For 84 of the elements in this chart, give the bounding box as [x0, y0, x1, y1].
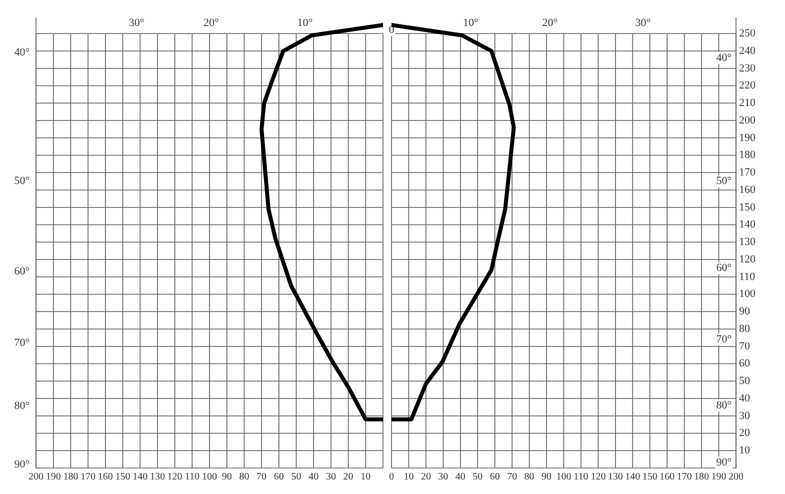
y-tick-label: 220 [739, 80, 756, 92]
x-tick-label: 180 [694, 472, 710, 483]
annotation: 40° [716, 52, 732, 64]
x-tick-label: 10 [360, 472, 371, 483]
x-tick-label: 120 [167, 472, 182, 483]
annotation: 10° [297, 17, 313, 30]
text: 40° [14, 46, 30, 59]
x-tick-label: 140 [132, 472, 148, 483]
x-tick-label: 150 [642, 472, 658, 483]
x-tick-label: 80 [239, 472, 250, 483]
x-tick-label: 50 [291, 472, 302, 483]
x-tick-label: 160 [98, 472, 113, 483]
annotation: 30° [128, 17, 144, 30]
y-tick-label: 110 [739, 270, 756, 283]
x-tick-label: 170 [80, 472, 96, 483]
y-tick-label: 250 [739, 28, 756, 40]
y-tick-label: 210 [739, 97, 756, 110]
text: 60° [14, 266, 30, 278]
annotation: 10° [463, 17, 478, 30]
y-tick-label: 100 [739, 288, 756, 300]
y-tick-label: 190 [739, 132, 756, 144]
x-tick-label: 0 [389, 472, 394, 483]
annotation: 90° [716, 456, 732, 469]
x-tick-label: 30 [326, 472, 336, 483]
x-tick-label: 180 [63, 472, 78, 483]
y-tick-label: 70 [739, 340, 750, 352]
x-tick-label: 100 [202, 472, 217, 483]
y-tick-label: 140 [739, 218, 756, 231]
y-tick-label: 40 [739, 392, 750, 404]
x-tick-label: 190 [46, 472, 61, 483]
annotation: 80° [716, 399, 732, 412]
y-tick-label: 90 [739, 306, 750, 318]
annotation: 20° [542, 17, 558, 30]
x-tick-label: 50 [472, 472, 483, 483]
x-tick-label: 30 [438, 472, 448, 483]
x-tick-label: 40 [308, 472, 319, 483]
annotation: 60° [716, 262, 732, 274]
annotation: 50° [716, 175, 732, 188]
x-tick-label: 100 [556, 472, 572, 483]
annotation: 20° [204, 17, 219, 30]
x-tick-label: 130 [150, 472, 165, 483]
x-tick-label: 20 [420, 472, 431, 483]
x-tick-label: 130 [608, 472, 623, 483]
y-tick-label: 80 [739, 322, 750, 335]
y-tick-label: 20 [739, 427, 750, 440]
x-tick-label: 20 [343, 472, 354, 483]
annotation: 70° [716, 333, 732, 346]
text: 80° [14, 400, 30, 412]
text: 70° [14, 336, 30, 349]
x-tick-label: 40 [455, 472, 466, 483]
y-tick-label: 60 [739, 358, 750, 370]
x-tick-label: 200 [28, 472, 44, 483]
y-tick-label: 240 [739, 44, 756, 57]
x-tick-label: 70 [507, 472, 518, 483]
x-tick-label: 150 [115, 472, 130, 483]
x-tick-label: 120 [590, 472, 606, 483]
text: 90° [14, 458, 30, 470]
y-tick-label: 170 [739, 166, 756, 179]
y-tick-label: 160 [739, 184, 756, 196]
y-tick-label: 130 [739, 236, 756, 248]
y-tick-label: 50 [739, 375, 750, 388]
x-tick-label: 60 [490, 472, 500, 483]
y-tick-label: 230 [739, 62, 756, 74]
x-tick-label: 90 [222, 472, 232, 483]
x-tick-label: 170 [676, 472, 692, 483]
x-tick-label: 160 [660, 472, 675, 483]
y-tick-label: 120 [739, 253, 756, 266]
x-tick-label: 60 [274, 472, 284, 483]
x-tick-label: 110 [184, 472, 200, 483]
x-tick-label: 10 [404, 472, 414, 483]
x-tick-label: 190 [711, 472, 726, 483]
x-tick-label: 140 [625, 472, 640, 483]
y-tick-label: 10 [739, 444, 750, 457]
text: 50° [14, 175, 30, 188]
x-tick-label: 90 [542, 472, 552, 483]
x-tick-label: 200 [728, 472, 744, 483]
x-tick-label: 80 [524, 472, 534, 483]
x-tick-label: 70 [256, 472, 267, 483]
y-tick-label: 150 [739, 201, 756, 214]
y-tick-label: 200 [739, 114, 756, 126]
y-tick-label: 180 [739, 149, 756, 162]
annotation: 30° [635, 17, 651, 30]
x-tick-label: 110 [574, 472, 588, 483]
y-tick-label: 30 [739, 410, 750, 422]
